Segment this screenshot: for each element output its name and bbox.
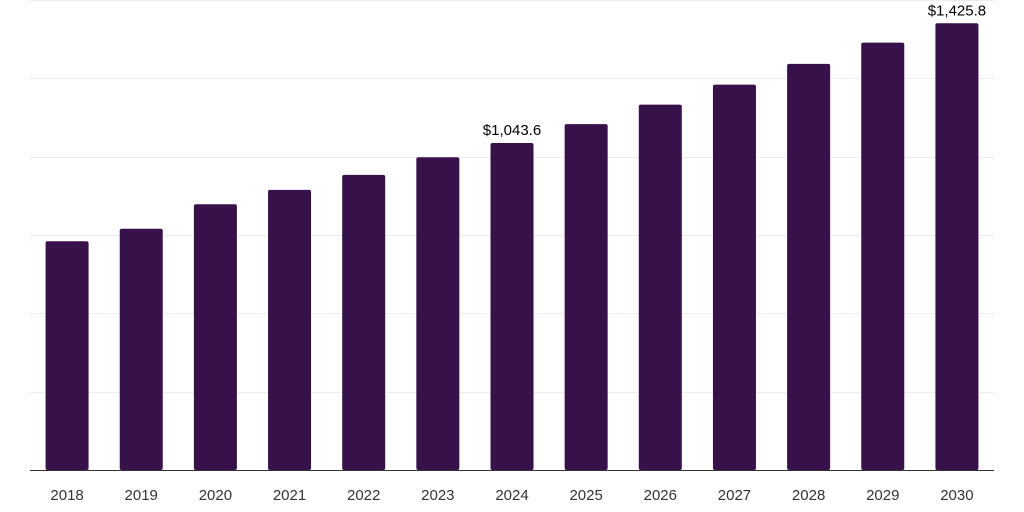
bar-2030 (935, 23, 979, 470)
x-tick-label-2023: 2023 (421, 487, 454, 504)
bar-2022 (342, 174, 386, 470)
x-tick-label-2029: 2029 (866, 487, 899, 504)
bar-2027 (712, 84, 756, 470)
bar-2021 (268, 189, 312, 470)
data-label-2030: $1,425.8 (928, 2, 986, 19)
bar-2028 (787, 63, 831, 471)
x-tick-label-2019: 2019 (125, 487, 158, 504)
data-labels: $1,043.6 $1,425.8 (483, 2, 986, 139)
x-tick-label-2030: 2030 (940, 487, 973, 504)
x-tick-label-2027: 2027 (718, 487, 751, 504)
x-tick-label-2026: 2026 (644, 487, 677, 504)
x-tick-label-2021: 2021 (273, 487, 306, 504)
bar-2029 (861, 42, 905, 471)
x-tick-label-2025: 2025 (569, 487, 602, 504)
bar-2025 (564, 124, 608, 470)
bar-2023 (416, 157, 460, 471)
x-tick-label-2022: 2022 (347, 487, 380, 504)
bars (45, 23, 979, 471)
x-tick-label-2028: 2028 (792, 487, 825, 504)
bar-2018 (45, 241, 89, 470)
x-tick-label-2024: 2024 (495, 487, 528, 504)
x-tick-label-2020: 2020 (199, 487, 232, 504)
x-tick-labels: 2018 2019 2020 2021 2022 2023 2024 2025 2026 2027… (50, 487, 973, 504)
bar-2024 (490, 143, 534, 470)
bar-2020 (193, 204, 237, 471)
bar-2026 (638, 104, 682, 471)
data-label-2024: $1,043.6 (483, 122, 541, 139)
bar-2019 (119, 228, 163, 470)
x-tick-label-2018: 2018 (50, 487, 83, 504)
